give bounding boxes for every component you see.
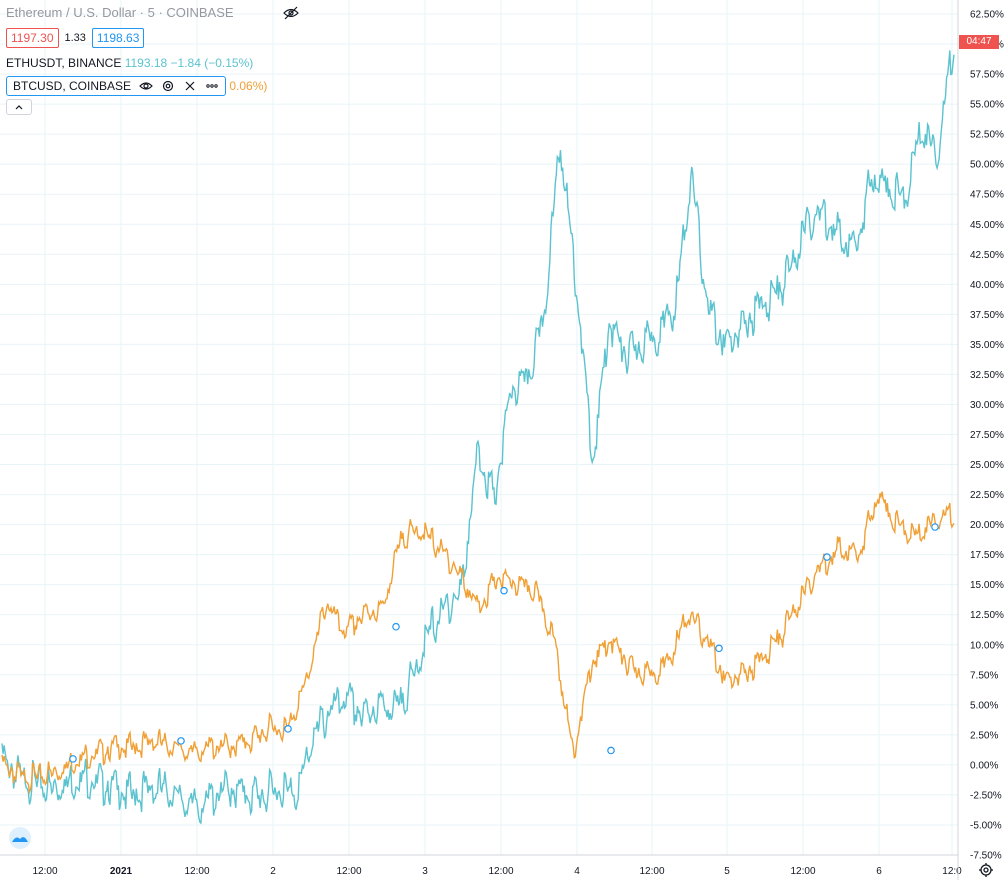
eth-symbol-label: ETHUSDT, BINANCE	[6, 56, 122, 70]
main-symbol-title: Ethereum / U.S. Dollar · 5 · COINBASE	[6, 5, 234, 20]
y-tick-label: 2.50%	[970, 730, 998, 741]
y-tick-label: 55.00%	[970, 100, 1004, 111]
y-tick-label: 32.50%	[970, 370, 1004, 381]
countdown-badge: 04:47	[959, 35, 999, 49]
chevron-up-icon	[15, 105, 23, 110]
y-tick-label: 5.00%	[970, 700, 998, 711]
legend-collapse	[6, 99, 32, 115]
y-tick-label: 40.00%	[970, 280, 1004, 291]
more-icon[interactable]	[205, 79, 219, 93]
y-tick-label: 35.00%	[970, 340, 1004, 351]
x-tick-label: 12:00	[790, 866, 815, 877]
chart-grid	[0, 0, 958, 856]
chart-markers	[69, 523, 939, 763]
event-marker[interactable]	[177, 737, 185, 745]
y-tick-label: 47.50%	[970, 190, 1004, 201]
gear-icon[interactable]	[161, 79, 175, 93]
y-tick-label: 42.50%	[970, 250, 1004, 261]
y-tick-label: 45.00%	[970, 220, 1004, 231]
price-quote-row: 1197.30 1.33 1198.63	[6, 28, 145, 48]
btc-legend-row: BTCUSD, COINBASE 0.06%)	[6, 76, 267, 96]
x-tick-label: 12:00	[336, 866, 361, 877]
y-tick-label: 52.50%	[970, 130, 1004, 141]
y-tick-label: -2.50%	[970, 790, 1002, 801]
x-tick-label: 12:00	[184, 866, 209, 877]
x-tick-label: 5	[724, 866, 730, 877]
event-marker[interactable]	[823, 553, 831, 561]
eye-hidden-icon[interactable]	[282, 6, 300, 20]
x-tick-label: 2021	[110, 866, 133, 877]
x-tick-label: 6	[876, 866, 882, 877]
eye-icon[interactable]	[139, 79, 153, 93]
event-marker[interactable]	[69, 755, 77, 763]
y-tick-label: 7.50%	[970, 670, 998, 681]
chart-series-layer	[1, 50, 955, 825]
event-marker[interactable]	[715, 644, 723, 653]
x-tick-label: 4	[574, 866, 580, 877]
event-marker[interactable]	[392, 622, 400, 631]
x-tick-label: 3	[422, 866, 428, 877]
y-tick-label: 20.00%	[970, 520, 1004, 531]
close-icon[interactable]	[183, 79, 197, 93]
event-marker[interactable]	[607, 746, 615, 755]
eth-legend-row: ETHUSDT, BINANCE 1193.18 −1.84 (−0.15%)	[6, 56, 253, 70]
settings-gear-icon[interactable]	[978, 862, 994, 878]
y-tick-label: 10.00%	[970, 640, 1004, 651]
y-tick-label: 50.00%	[970, 160, 1004, 171]
btc-value-label: 0.06%)	[229, 79, 268, 93]
y-tick-label: 25.00%	[970, 460, 1004, 471]
x-tick-label: 12:00	[639, 866, 664, 877]
y-tick-label: -7.50%	[970, 851, 1002, 862]
ask-price[interactable]: 1198.63	[91, 28, 145, 48]
series-line-0	[1, 50, 955, 825]
event-marker[interactable]	[500, 586, 508, 595]
x-tick-label: 12:00	[488, 866, 513, 877]
series-line-1	[1, 491, 955, 795]
y-tick-label: 57.50%	[970, 70, 1004, 81]
bid-price[interactable]: 1197.30	[6, 28, 59, 48]
x-tick-label: 12:00	[32, 866, 57, 877]
y-tick-label: -5.00%	[970, 820, 1002, 831]
y-tick-label: 0.00%	[970, 760, 998, 771]
y-tick-label: 30.00%	[970, 400, 1004, 411]
spread-value: 1.33	[64, 32, 86, 44]
tradingview-logo-icon[interactable]	[6, 826, 34, 850]
y-tick-label: 22.50%	[970, 490, 1004, 501]
x-tick-label: 2	[270, 866, 276, 877]
btc-symbol-label: BTCUSD, COINBASE	[13, 79, 132, 93]
x-tick-label: 12:0	[942, 866, 962, 877]
y-tick-label: 15.00%	[970, 580, 1004, 591]
y-tick-label: 27.50%	[970, 430, 1004, 441]
y-tick-label: 62.50%	[970, 10, 1004, 21]
event-marker[interactable]	[931, 523, 939, 531]
y-tick-label: 37.50%	[970, 310, 1004, 321]
y-tick-label: 12.50%	[970, 610, 1004, 621]
btc-legend-box[interactable]: BTCUSD, COINBASE	[6, 76, 227, 96]
event-marker[interactable]	[284, 725, 292, 733]
y-tick-label: 17.50%	[970, 550, 1004, 561]
collapse-legend-button[interactable]	[6, 99, 32, 115]
eth-value-label: 1193.18 −1.84 (−0.15%)	[124, 56, 254, 70]
